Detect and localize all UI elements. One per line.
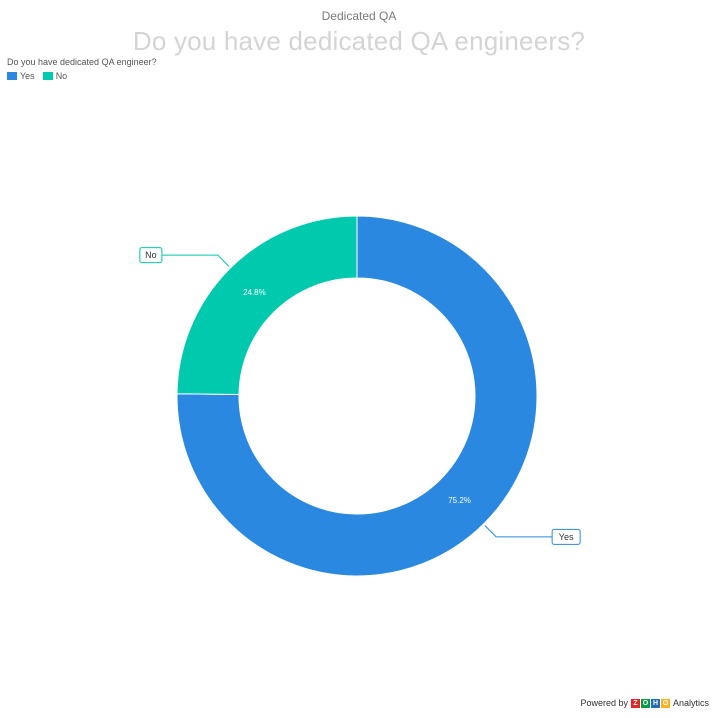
chart-title: Do you have dedicated QA engineers? <box>132 26 586 56</box>
footer-branding[interactable]: Powered by Z O H O Analytics <box>580 698 709 708</box>
slice-yes[interactable] <box>176 215 538 577</box>
legend: Do you have dedicated QA engineer? Yes N… <box>7 57 157 81</box>
legend-item-no[interactable]: No <box>42 71 68 81</box>
brand-letter: O <box>660 698 670 708</box>
brand-letter: Z <box>630 698 640 708</box>
powered-by-text: Powered by <box>580 698 628 708</box>
legend-items: Yes No <box>7 71 157 81</box>
leader-line-no <box>161 254 230 267</box>
brand-letter: O <box>640 698 650 708</box>
brand-logo: Z O H O <box>630 698 670 708</box>
brand-letter: H <box>650 698 660 708</box>
legend-title: Do you have dedicated QA engineer? <box>7 57 157 67</box>
callout-box-yes <box>551 528 581 545</box>
legend-item-yes[interactable]: Yes <box>7 71 35 81</box>
chart-subtitle: Dedicated QA <box>321 9 397 23</box>
leader-line-yes <box>484 525 553 538</box>
callout-label-yes: Yes <box>559 532 574 542</box>
callout-box-no <box>139 247 163 264</box>
legend-label-yes: Yes <box>20 71 35 81</box>
product-name: Analytics <box>672 698 709 708</box>
data-label-yes: 75.2% <box>448 496 471 505</box>
slice-no[interactable] <box>176 215 358 396</box>
data-label-no: 24.8% <box>243 288 266 297</box>
legend-label-no: No <box>55 71 68 81</box>
legend-swatch-no <box>42 72 53 80</box>
legend-swatch-yes <box>7 72 17 80</box>
callout-label-no: No <box>145 250 157 260</box>
